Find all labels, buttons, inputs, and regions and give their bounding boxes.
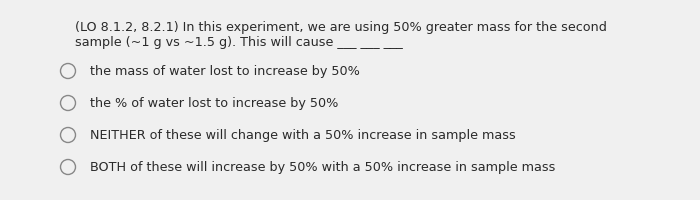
- Ellipse shape: [60, 128, 76, 143]
- Text: (LO 8.1.2, 8.2.1) In this experiment, we are using 50% greater mass for the seco: (LO 8.1.2, 8.2.1) In this experiment, we…: [75, 21, 607, 34]
- Text: NEITHER of these will change with a 50% increase in sample mass: NEITHER of these will change with a 50% …: [90, 129, 516, 142]
- Text: the % of water lost to increase by 50%: the % of water lost to increase by 50%: [90, 97, 338, 110]
- Ellipse shape: [60, 160, 76, 175]
- Text: the mass of water lost to increase by 50%: the mass of water lost to increase by 50…: [90, 65, 360, 78]
- Ellipse shape: [60, 64, 76, 79]
- Ellipse shape: [60, 96, 76, 111]
- Text: BOTH of these will increase by 50% with a 50% increase in sample mass: BOTH of these will increase by 50% with …: [90, 161, 555, 174]
- Text: sample (~1 g vs ~1.5 g). This will cause ___ ___ ___: sample (~1 g vs ~1.5 g). This will cause…: [75, 36, 402, 49]
